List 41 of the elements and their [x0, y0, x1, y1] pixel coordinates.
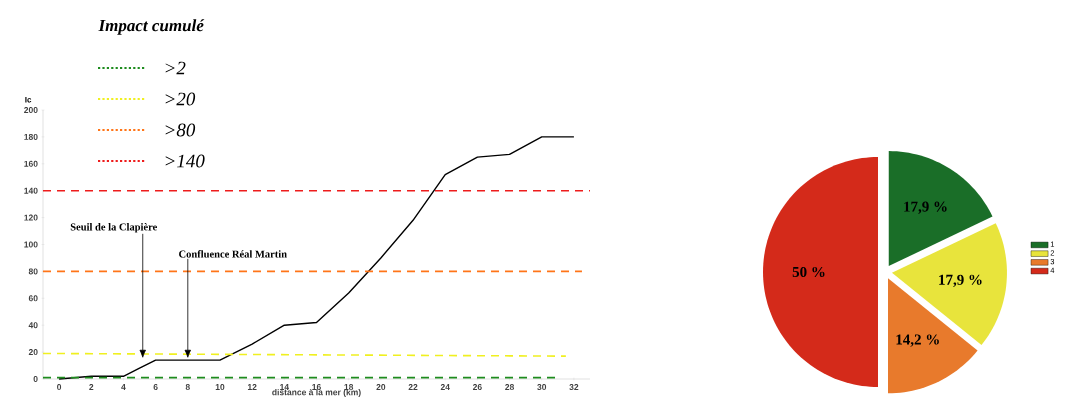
- y-tick-label: 40: [28, 322, 38, 329]
- x-tick-label: 10: [215, 384, 225, 391]
- x-tick-label: 18: [344, 384, 354, 391]
- x-tick-label: 30: [537, 384, 547, 391]
- x-tick-label: 20: [376, 384, 386, 391]
- x-tick-label: 22: [408, 384, 418, 390]
- y-tick-label: 140: [24, 187, 38, 194]
- line-series: [58, 136, 575, 380]
- annotation: Seuil de la Clapière: [70, 223, 157, 233]
- y-tick-label: 120: [24, 214, 38, 221]
- x-tick-label: 26: [472, 384, 482, 391]
- y-tick-label: 200: [24, 107, 38, 114]
- legend-title: Impact cumulé: [98, 19, 205, 35]
- x-tick-label: 24: [440, 384, 450, 390]
- x-tick-label: 4: [121, 384, 126, 390]
- legend-label: >20: [165, 92, 196, 106]
- x-tick-label: 28: [505, 384, 515, 391]
- data-label: 17,9 %: [904, 201, 947, 214]
- y-tick-label: 20: [28, 349, 38, 356]
- x-tick-label: 6: [153, 384, 158, 391]
- x-tick-label: 0: [57, 384, 62, 391]
- y-tick-label: 160: [24, 160, 38, 167]
- legend-label: >80: [165, 123, 196, 137]
- x-tick-label: 12: [247, 384, 257, 390]
- y-tick-label: 0: [33, 376, 38, 382]
- data-label: 14,2 %: [896, 334, 939, 347]
- x-tick-label: 2: [89, 384, 94, 390]
- data-label: 17,9 %: [939, 274, 982, 287]
- y-tick-label: 100: [24, 241, 38, 248]
- legend-label: >2: [165, 61, 186, 75]
- x-tick-label: 16: [312, 384, 321, 391]
- x-tick-label: 32: [569, 384, 579, 391]
- y-axis-title: Ic: [25, 96, 32, 103]
- legend-label: >140: [165, 154, 205, 168]
- y-tick-label: 60: [28, 295, 38, 302]
- y-tick-label: 180: [24, 133, 38, 140]
- x-tick-label: 14: [280, 384, 290, 390]
- x-tick-label: 8: [185, 384, 190, 391]
- data-label: 50 %: [792, 266, 825, 278]
- annotation: Confluence Réal Martin: [179, 250, 287, 258]
- y-tick-label: 80: [28, 268, 38, 275]
